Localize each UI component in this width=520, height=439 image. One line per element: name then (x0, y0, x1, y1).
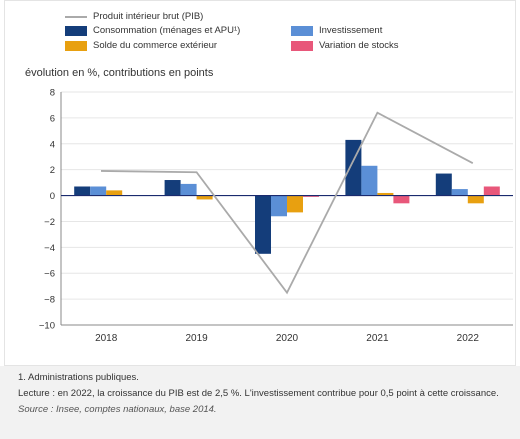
y-tick-label: 2 (50, 165, 55, 176)
x-tick-label: 2019 (185, 333, 208, 344)
legend-item-trade: Solde du commerce extérieur (65, 40, 217, 51)
y-tick-label: −6 (44, 269, 55, 280)
chart-legend: Produit intérieur brut (PIB) Consommatio… (63, 9, 503, 55)
bar-variation (393, 195, 410, 204)
y-axis-title: évolution en %, contributions en points (25, 67, 214, 79)
bar-consommation (74, 186, 91, 196)
bar-consommation (255, 195, 271, 254)
legend-label-stocks: Variation de stocks (319, 40, 399, 51)
bar-solde (377, 192, 394, 196)
gdp-line (100, 111, 474, 295)
bar-consommation (435, 173, 452, 196)
y-tick-label: −10 (39, 321, 55, 332)
stocks-swatch (291, 40, 313, 51)
x-tick-label: 2021 (366, 333, 389, 344)
legend-item-gdp: Produit intérieur brut (PIB) (65, 11, 203, 22)
bar-investissement (271, 195, 287, 217)
bar-investissement (90, 186, 107, 196)
chart-figure: Produit intérieur brut (PIB) Consommatio… (4, 0, 516, 366)
y-tick-label: 0 (50, 191, 55, 202)
y-tick-label: −2 (44, 217, 55, 228)
bar-investissement (180, 183, 197, 196)
x-tick-label: 2020 (276, 333, 299, 344)
legend-label-consumption: Consommation (ménages et APU¹) (93, 25, 241, 36)
bar-solde (106, 190, 123, 196)
footnote: 1. Administrations publiques. (18, 372, 139, 383)
bar-consommation (164, 180, 181, 196)
legend-item-investment: Investissement (291, 25, 382, 36)
legend-item-stocks: Variation de stocks (291, 40, 399, 51)
bar-variation (303, 195, 319, 197)
gdp-line-swatch (65, 15, 87, 18)
x-tick-label: 2022 (457, 333, 480, 344)
trade-swatch (65, 40, 87, 51)
investment-swatch (291, 25, 313, 36)
reading-note: Lecture : en 2022, la croissance du PIB … (18, 388, 499, 399)
bar-solde (196, 195, 213, 200)
y-tick-label: 8 (50, 88, 55, 99)
bar-investissement (451, 189, 468, 196)
legend-label-gdp: Produit intérieur brut (PIB) (93, 11, 204, 22)
consumption-swatch (65, 25, 87, 36)
chart-notes: 1. Administrations publiques. Lecture : … (0, 366, 520, 439)
bar-solde (287, 195, 303, 213)
x-tick-label: 2018 (95, 333, 118, 344)
y-tick-label: 6 (50, 113, 55, 124)
y-tick-label: −4 (44, 243, 55, 254)
y-tick-label: 4 (50, 139, 55, 150)
y-tick-label: −8 (44, 295, 55, 306)
legend-label-trade: Solde du commerce extérieur (93, 40, 218, 51)
legend-label-investment: Investissement (319, 25, 383, 36)
chart-plot: 8 6 4 2 0 −2 −4 −6 −8 −10 2018 2019 2020 2021 2022 (39, 88, 513, 344)
bar-investissement (361, 165, 378, 196)
bar-variation (483, 186, 500, 196)
source-note: Source : Insee, comptes nationaux, base … (18, 404, 217, 415)
bar-solde (467, 195, 484, 204)
legend-item-consumption: Consommation (ménages et APU¹) (65, 25, 240, 36)
